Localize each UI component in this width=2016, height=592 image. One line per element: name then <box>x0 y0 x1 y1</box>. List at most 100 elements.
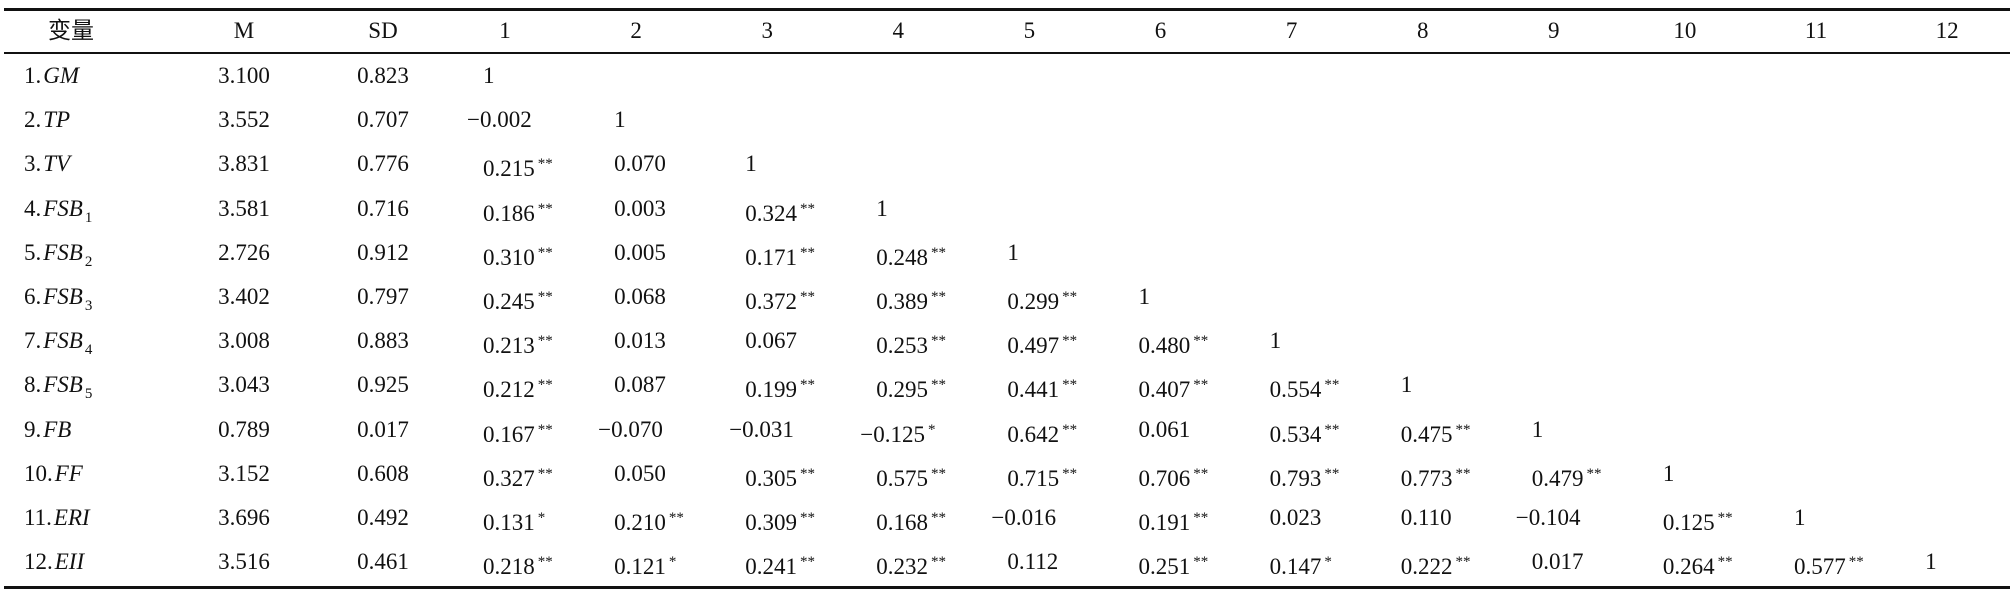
cell: 0.715 ** <box>1007 459 1077 494</box>
header-cell: 4 <box>892 18 905 43</box>
significance: ** <box>1455 421 1471 438</box>
label-number: 5. <box>24 239 42 265</box>
cell-value: 0.253 <box>876 333 929 359</box>
label-number: 9. <box>24 416 42 442</box>
row-label: 7.FSB 4 <box>24 326 92 365</box>
significance: ** <box>537 156 553 173</box>
cell: 0.186 ** <box>483 194 553 229</box>
header-cell: 11 <box>1804 18 1828 43</box>
cell-value: 0.248 <box>876 244 929 270</box>
cell-value: 3.831 <box>218 151 270 177</box>
cell: 0.005 <box>614 238 666 268</box>
cell: 0.110 <box>1401 503 1452 533</box>
header-cell: 7 <box>1285 18 1298 43</box>
cell-value: 3.100 <box>218 63 270 88</box>
label-name: ERI <box>53 505 90 530</box>
significance: ** <box>931 554 947 571</box>
cell-value: 0.475 <box>1400 421 1453 447</box>
cell-value: 0.245 <box>483 289 535 314</box>
cell-value: −0.031 <box>729 416 794 442</box>
cell-value: 0.608 <box>357 460 409 486</box>
cell: 0.776 <box>357 149 409 179</box>
cell-value: 0.070 <box>614 151 666 177</box>
significance: ** <box>799 289 815 305</box>
significance: ** <box>931 289 947 305</box>
cell-value: 0.797 <box>357 284 409 309</box>
cell-value: 0.087 <box>614 372 666 398</box>
significance: ** <box>799 465 815 482</box>
cell-value: 3.696 <box>218 505 270 530</box>
cell-value: 0.061 <box>1138 416 1191 442</box>
cell: 0.222 ** <box>1401 547 1471 582</box>
label-name: FSB <box>43 372 83 398</box>
cell: 0.372 ** <box>745 282 815 317</box>
cell-value: 0.479 <box>1531 465 1584 491</box>
header-cell: 6 <box>1154 18 1167 43</box>
cell-value: 0.715 <box>1007 465 1060 491</box>
header-cell: 10 <box>1673 18 1697 43</box>
cell-value: 0.017 <box>1531 549 1584 575</box>
cell: 0.324 ** <box>745 194 815 229</box>
cell: 0.017 <box>1532 547 1584 577</box>
row-label: 5.FSB 2 <box>24 238 92 277</box>
significance: ** <box>1062 465 1078 482</box>
significance: ** <box>1062 333 1078 350</box>
row-label: 1.GM <box>24 61 79 91</box>
cell-value: 1 <box>876 195 888 221</box>
cell: 0.070 <box>614 149 666 179</box>
cell: 0.061 <box>1139 415 1191 445</box>
cell: 0.245 ** <box>483 282 553 317</box>
cell-value: −0.002 <box>467 107 532 133</box>
cell: 0.925 <box>357 370 409 400</box>
significance: ** <box>1193 333 1209 350</box>
bottom-rule <box>4 586 2010 589</box>
cell: −0.104 <box>1516 503 1581 533</box>
cell-value: −0.125 <box>860 421 926 447</box>
cell: 0.608 <box>357 459 409 489</box>
cell-value: 0.823 <box>357 63 409 88</box>
cell-value: 0.925 <box>357 372 409 398</box>
cell-value: 0.110 <box>1400 505 1452 530</box>
row-label: 9.FB <box>24 415 71 445</box>
significance: * <box>668 554 677 571</box>
cell: 0.003 <box>614 194 666 224</box>
cell-value: 0.793 <box>1269 465 1322 491</box>
cell: 3.696 <box>218 503 270 533</box>
significance: ** <box>799 244 815 261</box>
significance: ** <box>1324 465 1340 482</box>
significance: ** <box>537 289 553 305</box>
significance: ** <box>799 200 815 217</box>
cell-value: 0.883 <box>357 328 409 354</box>
row-label: 2.TP <box>24 105 70 135</box>
cell: 0.147 * <box>1270 547 1332 582</box>
cell: 2.726 <box>218 238 270 268</box>
cell-value: 0.789 <box>218 416 270 442</box>
significance: ** <box>931 510 947 526</box>
cell: 0.716 <box>357 194 409 224</box>
cell: 0.706 ** <box>1139 459 1209 494</box>
cell: 0.232 ** <box>876 547 946 582</box>
cell: 0.554 ** <box>1270 370 1340 405</box>
cell-value: 1 <box>1138 284 1151 309</box>
cell: 0.305 ** <box>745 459 815 494</box>
significance: ** <box>537 244 553 261</box>
cell: 0.168 ** <box>876 503 946 538</box>
label-name: FF <box>54 460 83 486</box>
header-cell: 2 <box>630 18 642 43</box>
cell-value: 0.003 <box>614 195 666 221</box>
cell: 0.215 ** <box>483 149 553 184</box>
row-label: 3.TV <box>24 149 70 179</box>
significance: ** <box>1062 289 1078 305</box>
cell-value: 0.050 <box>614 460 666 486</box>
cell-value: 0.017 <box>357 416 409 442</box>
cell: 0.125 ** <box>1663 503 1733 538</box>
cell: 0.793 ** <box>1270 459 1340 494</box>
cell: 0.389 ** <box>876 282 946 317</box>
top-rule <box>4 8 2010 11</box>
significance: * <box>1324 554 1332 571</box>
cell: 0.475 ** <box>1401 415 1471 450</box>
cell: −0.002 <box>467 105 532 135</box>
cell-value: 0.461 <box>357 549 409 575</box>
cell: 0.407 ** <box>1139 370 1209 405</box>
significance: ** <box>1586 465 1602 482</box>
